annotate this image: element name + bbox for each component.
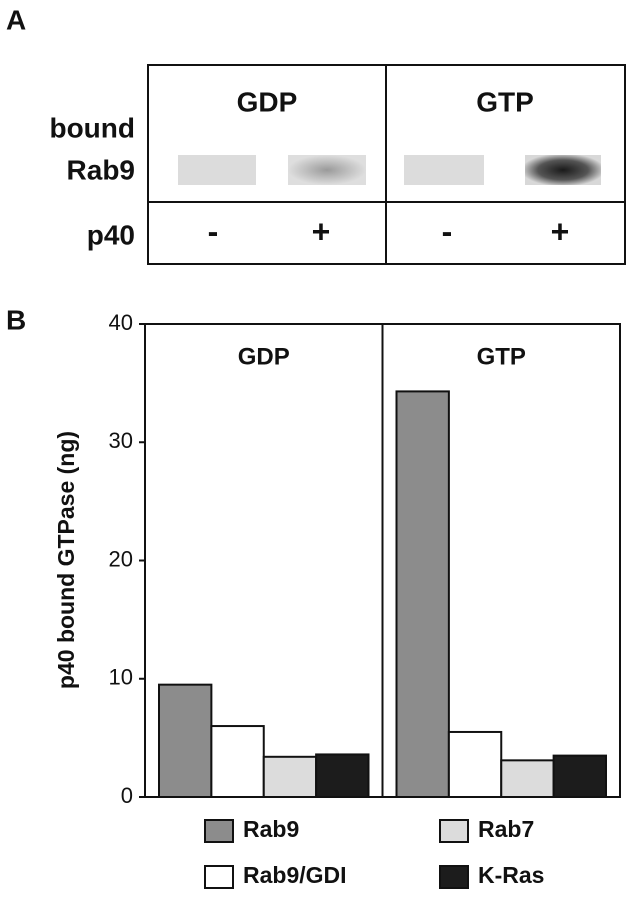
y-tick-label: 40 — [109, 310, 133, 335]
panel-label: B — [6, 304, 26, 335]
blot-band — [525, 155, 601, 185]
legend-label: Rab9 — [243, 816, 299, 842]
legend-swatch — [439, 865, 469, 889]
blot-band — [288, 155, 366, 185]
row-label: p40 — [87, 219, 135, 250]
panel-label: A — [6, 4, 26, 35]
sign: + — [312, 213, 331, 249]
y-tick-label: 20 — [109, 546, 133, 571]
sign: + — [551, 213, 570, 249]
sign: - — [208, 213, 219, 249]
row-label: bound — [49, 112, 135, 143]
legend-swatch — [439, 819, 469, 843]
y-tick-label: 10 — [109, 665, 133, 690]
bar — [447, 730, 503, 799]
blot-band — [404, 155, 484, 185]
bar — [552, 754, 607, 798]
y-axis-label: p40 bound GTPase (ng) — [53, 431, 79, 689]
blot-band — [178, 155, 256, 185]
y-tick-label: 0 — [121, 783, 133, 808]
legend-swatch — [204, 865, 234, 889]
group-label: GTP — [477, 343, 526, 370]
y-tick-label: 30 — [109, 428, 133, 453]
state-label: GDP — [237, 86, 298, 117]
legend-label: K-Ras — [478, 862, 544, 888]
legend-label: Rab7 — [478, 816, 534, 842]
plot-frame — [144, 323, 621, 798]
legend-swatch — [204, 819, 234, 843]
state-label: GTP — [476, 86, 534, 117]
bar — [158, 683, 213, 798]
bar — [500, 759, 555, 799]
sign: - — [442, 213, 453, 249]
row-label: Rab9 — [67, 154, 135, 185]
bar — [395, 390, 450, 798]
group-label: GDP — [238, 343, 290, 370]
bar — [262, 755, 318, 798]
bar — [315, 753, 370, 798]
bar — [210, 725, 265, 798]
legend-label: Rab9/GDI — [243, 862, 347, 888]
